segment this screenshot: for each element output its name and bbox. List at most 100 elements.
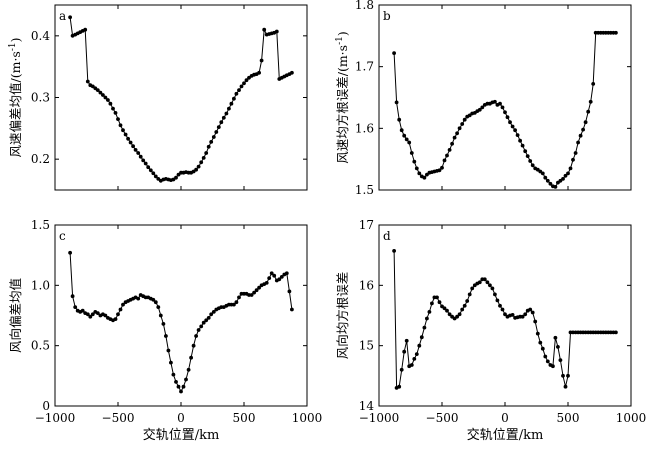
data-point <box>181 384 186 389</box>
data-point <box>186 367 191 372</box>
panel-a-wind-speed-bias: 0.2 0.3 0.4 风速偏差均值/(m·s-1) a <box>8 4 308 191</box>
data-point <box>111 106 115 111</box>
data-point <box>199 324 204 329</box>
data-point <box>151 297 156 302</box>
data-point <box>530 163 535 168</box>
x-axis-label: 交轨位置/km <box>467 427 544 443</box>
data-point <box>462 303 467 308</box>
data-point <box>224 111 229 116</box>
data-point <box>460 307 465 312</box>
data-point <box>68 250 72 255</box>
y-axis-label: 风向偏差均值 <box>8 278 23 353</box>
data-point <box>596 330 601 335</box>
data-point <box>528 159 533 163</box>
data-point <box>267 276 272 280</box>
data-point <box>174 380 178 384</box>
data-point <box>252 290 256 295</box>
data-point <box>553 335 558 340</box>
y-tick-label: 14 <box>359 399 375 413</box>
data-point <box>234 300 239 305</box>
y-axis-label-text: 风向均方根误差 <box>335 272 350 360</box>
panel-label: b <box>383 9 391 23</box>
data-point <box>148 168 153 173</box>
data-point <box>540 346 545 351</box>
y-axis-label-superscript: -1 <box>8 42 18 51</box>
data-point <box>290 307 294 312</box>
data-point <box>136 296 141 301</box>
y-tick-label: 1.6 <box>355 121 374 135</box>
data-point <box>113 111 118 115</box>
data-point <box>209 140 214 144</box>
data-point <box>247 293 251 297</box>
data-point <box>269 271 274 276</box>
data-point <box>561 373 565 378</box>
data-point <box>535 331 540 336</box>
data-point <box>249 293 254 297</box>
data-point <box>392 51 396 55</box>
data-point <box>445 308 449 313</box>
data-point <box>201 320 206 325</box>
data-point <box>264 281 269 285</box>
data-point <box>404 137 409 142</box>
y-tick-label: 0 <box>42 399 50 413</box>
data-point <box>131 144 136 149</box>
data-point <box>545 178 550 183</box>
data-point <box>576 140 580 145</box>
data-point <box>440 165 444 170</box>
data-point <box>540 171 545 176</box>
data-point <box>518 138 522 143</box>
data-point <box>194 334 199 338</box>
data-point <box>95 311 100 315</box>
data-point <box>394 100 399 105</box>
x-tick-label: −500 <box>426 411 459 425</box>
data-point <box>571 330 575 335</box>
data-point <box>169 360 173 365</box>
data-point <box>399 367 404 372</box>
data-point <box>414 166 419 171</box>
y-tick-label: 17 <box>359 218 374 232</box>
data-point <box>274 29 279 34</box>
data-point <box>133 148 138 152</box>
data-point <box>98 90 103 95</box>
data-point <box>505 115 510 120</box>
data-point <box>455 314 459 319</box>
data-point <box>277 277 282 282</box>
data-point <box>447 312 452 317</box>
data-point <box>409 151 414 155</box>
data-point <box>73 305 78 309</box>
data-point <box>399 128 404 133</box>
data-point <box>515 133 520 138</box>
data-point <box>118 307 123 312</box>
data-point <box>234 91 239 96</box>
data-point <box>70 294 75 299</box>
data-point <box>553 185 558 189</box>
data-point <box>103 95 108 100</box>
data-point <box>493 292 497 297</box>
data-point <box>422 175 427 180</box>
data-point <box>171 372 176 377</box>
data-point <box>435 295 439 300</box>
data-point <box>196 328 201 332</box>
data-point <box>103 313 108 318</box>
x-axis-label: 交轨位置/km <box>143 427 220 443</box>
y-tick-label: 1.7 <box>355 60 374 74</box>
data-point <box>174 175 178 180</box>
panel-label: c <box>59 229 66 243</box>
y-tick-label: 1.8 <box>355 0 374 12</box>
data-point <box>566 373 570 378</box>
data-point <box>450 141 454 146</box>
data-point <box>80 308 85 313</box>
y-tick-label: 0.5 <box>31 339 50 353</box>
data-point <box>179 389 183 394</box>
data-point <box>204 151 209 155</box>
data-point <box>508 120 512 125</box>
data-point <box>452 135 457 140</box>
data-point <box>543 354 548 359</box>
y-axis-label-text: 风速偏差均值/(m·s <box>8 51 23 157</box>
panel-c-wind-direction-bias: 0 0.5 1.0 1.5 −1000 −500 0 500 1000 交轨位置/km 风向偏差均值… <box>8 218 322 443</box>
data-point <box>523 149 528 154</box>
data-point <box>204 318 209 323</box>
data-point <box>184 377 188 382</box>
data-point <box>118 123 123 128</box>
data-point <box>211 310 216 314</box>
